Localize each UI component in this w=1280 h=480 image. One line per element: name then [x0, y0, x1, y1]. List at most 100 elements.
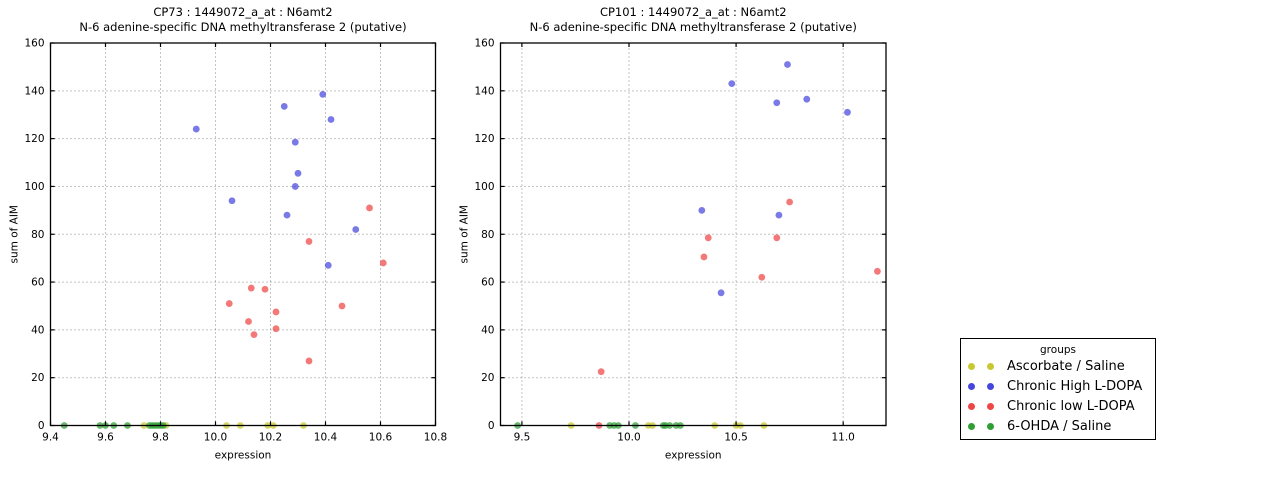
- y-tick-label: 120: [474, 133, 494, 145]
- data-point: [305, 238, 313, 245]
- legend-item-label: Ascorbate / Saline: [1007, 358, 1125, 374]
- y-tick-label: 160: [474, 38, 494, 50]
- legend-item: Chronic High L-DOPA: [961, 376, 1155, 396]
- data-point: [324, 261, 332, 269]
- y-tick-label: 0: [38, 420, 45, 432]
- y-tick-label: 100: [24, 181, 44, 193]
- series-chronic_high: [698, 61, 851, 297]
- data-point: [352, 226, 360, 233]
- legend-marker-icon: [968, 402, 975, 410]
- x-tick-label: 10.0: [617, 432, 640, 444]
- data-point: [698, 206, 706, 214]
- data-point: [261, 285, 269, 293]
- data-point: [844, 108, 851, 116]
- legend-item-label: 6-OHDA / Saline: [1007, 418, 1112, 434]
- y-tick-label: 20: [31, 372, 44, 384]
- y-tick-label: 80: [31, 229, 44, 241]
- data-point: [305, 357, 313, 365]
- data-point: [786, 198, 794, 206]
- data-point: [245, 318, 252, 325]
- data-point: [379, 259, 387, 267]
- plot-subtitle: N-6 adenine-specific DNA methyltransfera…: [79, 20, 406, 34]
- data-point: [338, 302, 346, 310]
- data-point: [272, 325, 280, 333]
- data-point: [192, 125, 200, 133]
- legend-marker-icon: [987, 402, 994, 410]
- data-point: [272, 308, 280, 316]
- legend-item: Ascorbate / Saline: [961, 356, 1155, 376]
- data-point: [773, 99, 781, 107]
- data-point: [250, 331, 258, 339]
- x-tick-label: 10.8: [424, 432, 447, 444]
- x-tick-label: 9.4: [42, 432, 59, 444]
- series-chronic_low: [225, 204, 387, 365]
- data-point: [225, 300, 233, 307]
- y-tick-label: 20: [481, 372, 494, 384]
- data-point: [280, 102, 288, 110]
- data-point: [728, 80, 736, 88]
- data-point: [803, 95, 811, 103]
- y-tick-label: 60: [31, 277, 44, 289]
- y-tick-label: 140: [474, 85, 494, 97]
- y-tick-label: 0: [488, 420, 495, 432]
- data-point: [717, 289, 725, 297]
- y-tick-label: 160: [24, 38, 44, 50]
- data-point: [228, 197, 236, 205]
- data-point: [700, 253, 708, 261]
- legend-title: groups: [1040, 344, 1076, 356]
- data-point: [773, 234, 781, 242]
- x-axis-label: expression: [665, 450, 722, 462]
- plot-subtitle: N-6 adenine-specific DNA methyltransfera…: [530, 20, 857, 34]
- plot-title: CP73 : 1449072_a_at : N6amt2: [153, 5, 332, 19]
- data-point: [294, 169, 302, 177]
- legend-item: Chronic low L-DOPA: [961, 396, 1155, 416]
- data-point: [319, 90, 327, 98]
- data-point: [775, 211, 783, 219]
- y-axis-label: sum of AIM: [9, 205, 21, 264]
- legend-box: groups Ascorbate / Saline Chronic High L-…: [960, 338, 1156, 440]
- y-tick-label: 60: [481, 277, 494, 289]
- legend-marker-icon: [987, 362, 994, 370]
- series-chronic_low: [595, 198, 881, 429]
- plot-title: CP101 : 1449072_a_at : N6amt2: [600, 5, 787, 19]
- x-tick-label: 11.0: [831, 432, 854, 444]
- data-point: [758, 273, 766, 281]
- y-tick-label: 40: [31, 324, 44, 336]
- data-point: [327, 116, 335, 123]
- legend-marker-icon: [987, 382, 994, 390]
- data-point: [704, 234, 712, 242]
- data-point: [784, 61, 791, 68]
- data-point: [247, 284, 255, 292]
- data-point: [597, 368, 605, 376]
- series-chronic_high: [192, 90, 360, 269]
- legend-item-label: Chronic High L-DOPA: [1007, 378, 1143, 394]
- y-tick-label: 100: [474, 181, 494, 193]
- y-tick-label: 140: [24, 85, 44, 97]
- x-tick-label: 10.4: [314, 432, 338, 444]
- legend-marker-icon: [968, 362, 975, 370]
- x-tick-label: 10.2: [259, 432, 282, 444]
- legend-marker-icon: [968, 422, 975, 430]
- data-point: [283, 211, 291, 219]
- legend-marker-icon: [968, 382, 975, 390]
- x-tick-label: 10.0: [204, 432, 227, 444]
- legend-item: 6-OHDA / Saline: [961, 416, 1155, 436]
- y-tick-label: 80: [481, 229, 494, 241]
- legend-marker-icon: [987, 422, 994, 430]
- data-point: [874, 267, 881, 275]
- legend-item-label: Chronic low L-DOPA: [1007, 398, 1135, 414]
- y-tick-label: 40: [481, 324, 494, 336]
- x-tick-label: 9.8: [152, 432, 169, 444]
- x-tick-label: 9.5: [514, 432, 531, 444]
- x-tick-label: 9.6: [97, 432, 114, 444]
- data-point: [366, 204, 373, 212]
- data-point: [291, 183, 299, 190]
- data-point: [291, 138, 299, 146]
- y-axis-label: sum of AIM: [459, 205, 471, 264]
- x-axis-label: expression: [215, 450, 272, 462]
- legend-items: Ascorbate / Saline Chronic High L-DOPA Chr…: [961, 356, 1155, 436]
